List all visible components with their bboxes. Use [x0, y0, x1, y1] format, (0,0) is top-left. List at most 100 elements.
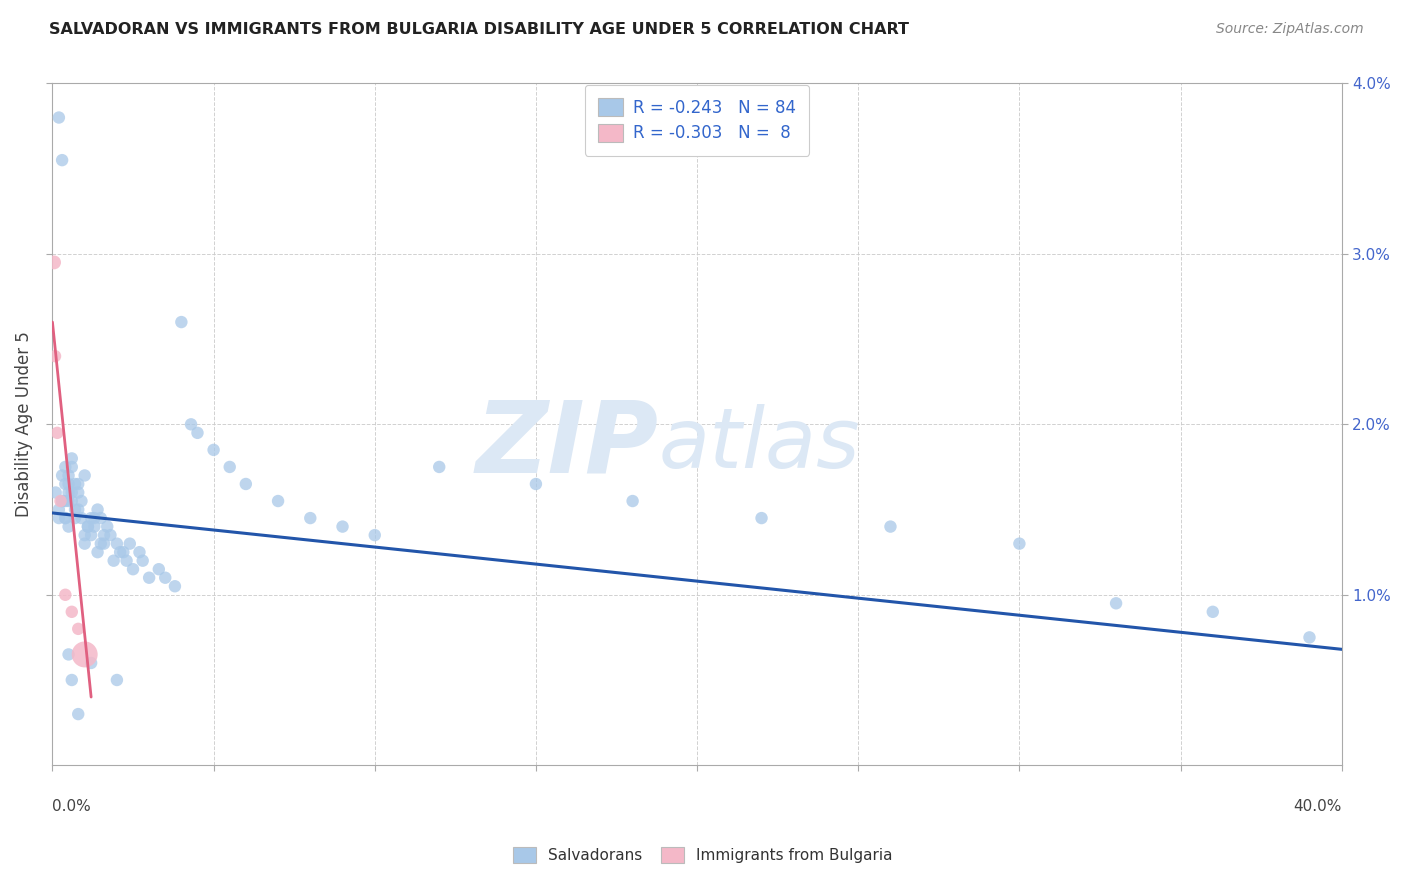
Point [58, 519, 80, 533]
Text: atlas: atlas [658, 404, 860, 485]
Point [170, 315, 193, 329]
Point [186, 425, 208, 440]
Point [80, 528, 103, 542]
Point [49, 494, 72, 508]
Point [1298, 631, 1320, 645]
Point [46, 425, 69, 440]
Point [90, 536, 112, 550]
Point [51, 494, 73, 508]
Text: Source: ZipAtlas.com: Source: ZipAtlas.com [1216, 22, 1364, 37]
Point [77, 519, 100, 533]
Point [100, 528, 122, 542]
Point [58, 648, 80, 662]
Point [60, 494, 83, 508]
Point [80, 656, 103, 670]
Point [51, 468, 73, 483]
Point [202, 442, 225, 457]
Point [48, 511, 70, 525]
Point [621, 494, 644, 508]
Point [115, 554, 138, 568]
Point [1202, 605, 1225, 619]
Point [86, 502, 108, 516]
Point [128, 545, 150, 559]
Point [48, 111, 70, 125]
Point [155, 571, 177, 585]
Text: SALVADORAN VS IMMIGRANTS FROM BULGARIA DISABILITY AGE UNDER 5 CORRELATION CHART: SALVADORAN VS IMMIGRANTS FROM BULGARIA D… [49, 22, 910, 37]
Point [53, 511, 76, 525]
Point [45, 485, 67, 500]
Point [1105, 596, 1128, 610]
Point [58, 485, 80, 500]
Legend: Salvadorans, Immigrants from Bulgaria: Salvadorans, Immigrants from Bulgaria [506, 839, 900, 871]
Point [42, 255, 65, 269]
Text: ZIP: ZIP [475, 396, 658, 493]
Point [63, 511, 86, 525]
Point [77, 519, 100, 533]
Point [70, 511, 93, 525]
Point [118, 536, 141, 550]
Point [67, 622, 90, 636]
Point [53, 477, 76, 491]
Point [138, 571, 160, 585]
Point [51, 494, 73, 508]
Legend: R = -0.243   N = 84, R = -0.303   N =  8: R = -0.243 N = 84, R = -0.303 N = 8 [585, 85, 810, 155]
Point [751, 511, 773, 525]
Point [103, 554, 125, 568]
Point [53, 511, 76, 525]
Point [48, 502, 70, 516]
Point [524, 477, 547, 491]
Point [427, 459, 450, 474]
Point [51, 153, 73, 168]
Text: 40.0%: 40.0% [1294, 799, 1341, 814]
Point [105, 536, 128, 550]
Point [58, 494, 80, 508]
Point [58, 468, 80, 483]
Text: 0.0%: 0.0% [52, 799, 91, 814]
Point [73, 528, 96, 542]
Point [122, 562, 145, 576]
Point [235, 477, 257, 491]
Point [53, 494, 76, 508]
Point [63, 502, 86, 516]
Point [60, 673, 83, 687]
Point [879, 519, 901, 533]
Point [70, 494, 93, 508]
Point [60, 451, 83, 466]
Point [1008, 536, 1031, 550]
Point [73, 648, 96, 662]
Point [108, 545, 131, 559]
Point [299, 511, 322, 525]
Point [105, 673, 128, 687]
Point [80, 511, 103, 525]
Point [60, 459, 83, 474]
Point [218, 459, 240, 474]
Point [93, 536, 115, 550]
Point [67, 707, 90, 722]
Point [67, 485, 90, 500]
Point [60, 605, 83, 619]
Point [73, 536, 96, 550]
Y-axis label: Disability Age Under 5: Disability Age Under 5 [15, 332, 32, 517]
Point [267, 494, 290, 508]
Point [96, 519, 118, 533]
Point [44, 349, 66, 363]
Point [53, 459, 76, 474]
Point [60, 485, 83, 500]
Point [67, 477, 90, 491]
Point [112, 545, 135, 559]
Point [180, 417, 202, 432]
Point [83, 511, 105, 525]
Point [58, 477, 80, 491]
Point [364, 528, 387, 542]
Point [131, 554, 153, 568]
Point [83, 519, 105, 533]
Point [148, 562, 170, 576]
Point [163, 579, 186, 593]
Point [90, 511, 112, 525]
Point [63, 477, 86, 491]
Point [73, 468, 96, 483]
Point [93, 528, 115, 542]
Point [67, 502, 90, 516]
Point [332, 519, 354, 533]
Point [53, 588, 76, 602]
